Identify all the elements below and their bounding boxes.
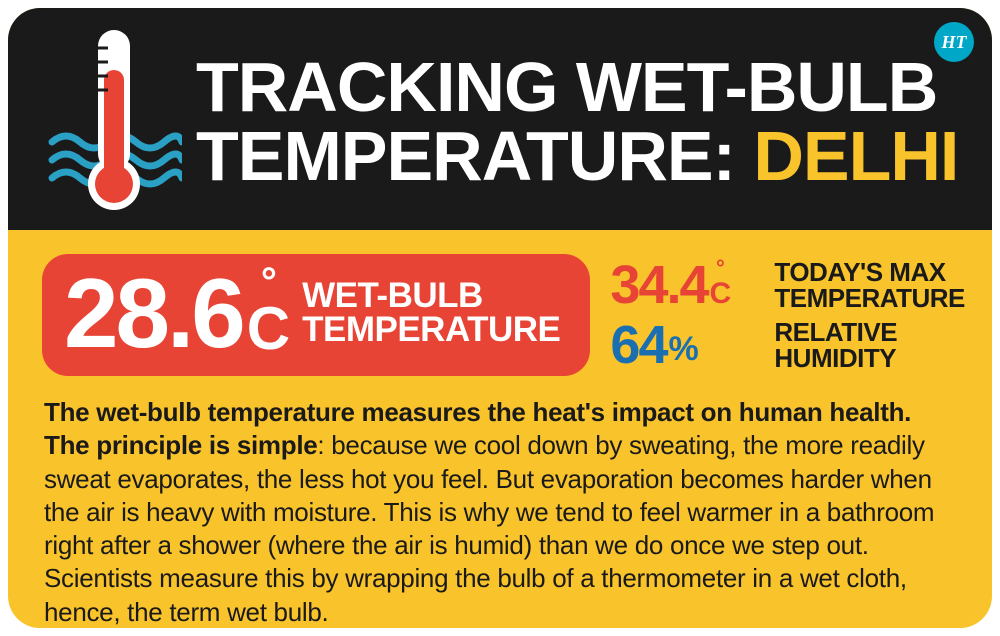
title-line-1: TRACKING WET-BULB	[196, 53, 958, 122]
ht-logo-text: HT	[942, 32, 967, 53]
celsius-symbol: C	[247, 308, 288, 350]
max-temp-row: 34.4 ° C TODAY'S MAX TEMPERATURE	[610, 258, 964, 312]
description-paragraph: The wet-bulb temperature measures the he…	[8, 390, 992, 628]
max-temp-unit: ° C	[710, 258, 730, 304]
wet-bulb-label-1: WET-BULB	[302, 279, 560, 313]
wet-bulb-label: WET-BULB TEMPERATURE	[302, 279, 560, 348]
title-line-2a: TEMPERATURE:	[196, 117, 753, 195]
title-line-2: TEMPERATURE: DELHI	[196, 122, 958, 191]
ht-logo-badge: HT	[934, 22, 974, 62]
degree-symbol: °	[716, 264, 723, 273]
degree-symbol: °	[261, 274, 274, 290]
wet-bulb-number: 28.6	[64, 264, 243, 362]
humidity-label: RELATIVE HUMIDITY	[774, 319, 897, 371]
humidity-value: 64 %	[610, 318, 760, 372]
side-stats: 34.4 ° C TODAY'S MAX TEMPERATURE 64 %	[610, 258, 964, 372]
wet-bulb-unit: ° C	[247, 264, 288, 350]
max-temp-label-2: TEMPERATURE	[774, 285, 964, 311]
max-temp-number: 34.4	[610, 258, 707, 312]
infographic-card: TRACKING WET-BULB TEMPERATURE: DELHI HT …	[8, 8, 992, 628]
header-bar: TRACKING WET-BULB TEMPERATURE: DELHI HT	[8, 8, 992, 230]
humidity-label-2: HUMIDITY	[774, 345, 897, 371]
max-temp-label: TODAY'S MAX TEMPERATURE	[774, 259, 964, 311]
humidity-row: 64 % RELATIVE HUMIDITY	[610, 318, 964, 372]
max-temp-label-1: TODAY'S MAX	[774, 259, 964, 285]
max-temp-value: 34.4 ° C	[610, 258, 760, 312]
wet-bulb-pill: 28.6 ° C WET-BULB TEMPERATURE	[42, 254, 590, 376]
humidity-label-1: RELATIVE	[774, 319, 897, 345]
thermometer-icon	[46, 24, 182, 214]
celsius-symbol: C	[710, 283, 730, 304]
stats-row: 28.6 ° C WET-BULB TEMPERATURE 34.4 ° C	[8, 230, 992, 390]
humidity-number: 64	[610, 318, 666, 372]
percent-symbol: %	[668, 332, 696, 366]
wet-bulb-label-2: TEMPERATURE	[302, 313, 560, 347]
title-highlight: DELHI	[753, 117, 958, 195]
wet-bulb-value: 28.6 ° C	[64, 264, 288, 362]
title-block: TRACKING WET-BULB TEMPERATURE: DELHI	[196, 53, 958, 190]
